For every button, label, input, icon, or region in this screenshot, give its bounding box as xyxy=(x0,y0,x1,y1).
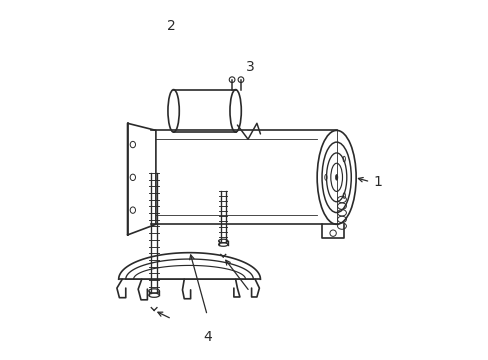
Text: 4: 4 xyxy=(203,330,211,344)
Text: 1: 1 xyxy=(372,175,381,189)
Text: 2: 2 xyxy=(167,19,176,33)
Ellipse shape xyxy=(335,175,337,180)
Text: 3: 3 xyxy=(245,59,254,73)
